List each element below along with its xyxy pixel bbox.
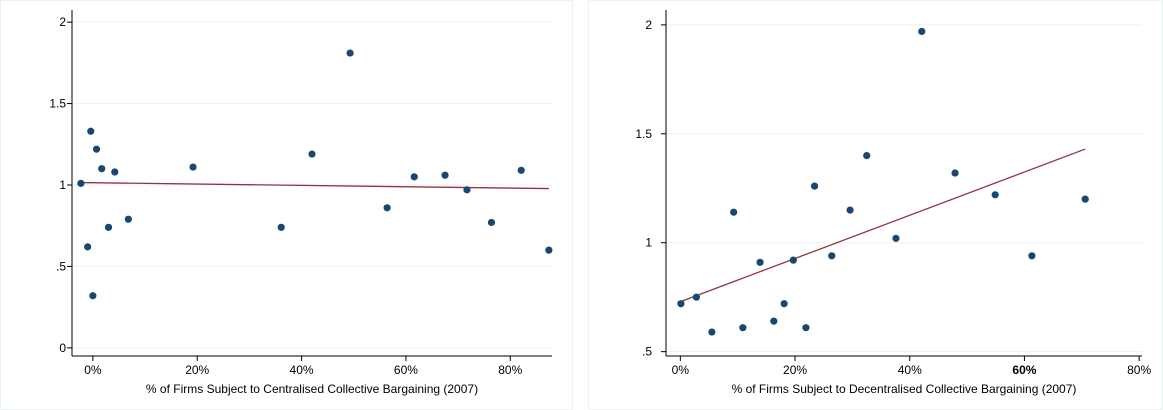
y-tick-label: 2 <box>645 18 652 32</box>
data-point <box>98 165 106 173</box>
data-point <box>802 324 810 332</box>
data-point <box>87 127 95 135</box>
data-point <box>441 171 449 179</box>
data-point <box>277 223 285 231</box>
data-point <box>383 204 391 212</box>
right-chart-panel: .5 1 1.5 2 0% 20% 40% 60% 80%% of Firms Subject … <box>588 0 1163 410</box>
data-point <box>189 163 197 171</box>
data-point <box>410 173 418 181</box>
data-point <box>770 317 778 325</box>
x-tick-label: 40% <box>290 363 314 377</box>
chart-centralised: 0.511.520% 20% 40% 60% 80%% of Firms Subject… <box>0 0 573 410</box>
x-axis-title: % of Firms Subject to Centralised Collec… <box>146 382 478 396</box>
data-point <box>104 223 113 231</box>
y-tick-label: 1.5 <box>635 127 652 141</box>
x-tick-label: 60% <box>1012 363 1036 377</box>
data-point <box>124 215 132 223</box>
x-tick-label: 80% <box>1127 363 1151 377</box>
data-point <box>84 243 92 251</box>
data-point <box>789 256 797 264</box>
y-tick-label: 1 <box>59 178 66 192</box>
data-point <box>89 292 97 300</box>
data-point <box>863 151 871 160</box>
fit-line <box>80 181 549 190</box>
y-tick-label: 1 <box>645 236 652 250</box>
data-point <box>77 179 85 187</box>
data-point <box>708 328 716 336</box>
data-point <box>730 208 738 216</box>
data-point <box>739 324 747 332</box>
x-tick-label: 20% <box>783 363 807 377</box>
data-point <box>846 206 854 214</box>
x-tick-label: 40% <box>898 363 922 377</box>
left-chart-panel: 0.5 1 1.5 2 0% 20% 40% 60% 80%% of Firms Subject… <box>0 0 573 410</box>
data-point <box>1081 195 1089 203</box>
data-point <box>892 234 900 242</box>
x-tick-label: 0% <box>672 363 690 377</box>
y-tick-label: 2 <box>59 15 66 29</box>
data-point <box>918 27 926 36</box>
data-point <box>517 166 525 174</box>
x-tick-label: 80% <box>498 363 522 377</box>
data-point <box>308 150 316 158</box>
data-point <box>991 191 999 199</box>
data-point <box>463 186 471 194</box>
data-point <box>810 182 819 190</box>
data-point <box>346 49 354 57</box>
data-point <box>828 252 836 260</box>
y-tick-label: 1.5 <box>49 97 66 111</box>
data-point <box>756 258 764 266</box>
data-point <box>92 145 101 153</box>
data-point <box>487 218 496 227</box>
data-point <box>111 168 119 176</box>
y-tick-label: .5 <box>642 345 652 359</box>
data-point <box>780 300 788 308</box>
y-tick-label: .5 <box>56 259 66 273</box>
data-point <box>692 293 700 301</box>
data-point <box>545 246 553 254</box>
panel-frame <box>588 0 1163 410</box>
data-point <box>951 169 959 177</box>
x-axis-title: % of Firms Subject to Decentralised Coll… <box>732 382 1077 396</box>
x-tick-label: 0% <box>84 363 102 377</box>
x-tick-label: 60% <box>394 363 418 377</box>
y-tick-label: 0 <box>59 341 66 355</box>
data-point <box>1028 252 1036 260</box>
fit-line <box>680 148 1086 303</box>
chart-decentralised: .511.520% 20% 40% 60% 80%% of Firms Subject … <box>588 0 1163 410</box>
x-tick-label: 20% <box>185 363 209 377</box>
data-point <box>677 300 685 308</box>
